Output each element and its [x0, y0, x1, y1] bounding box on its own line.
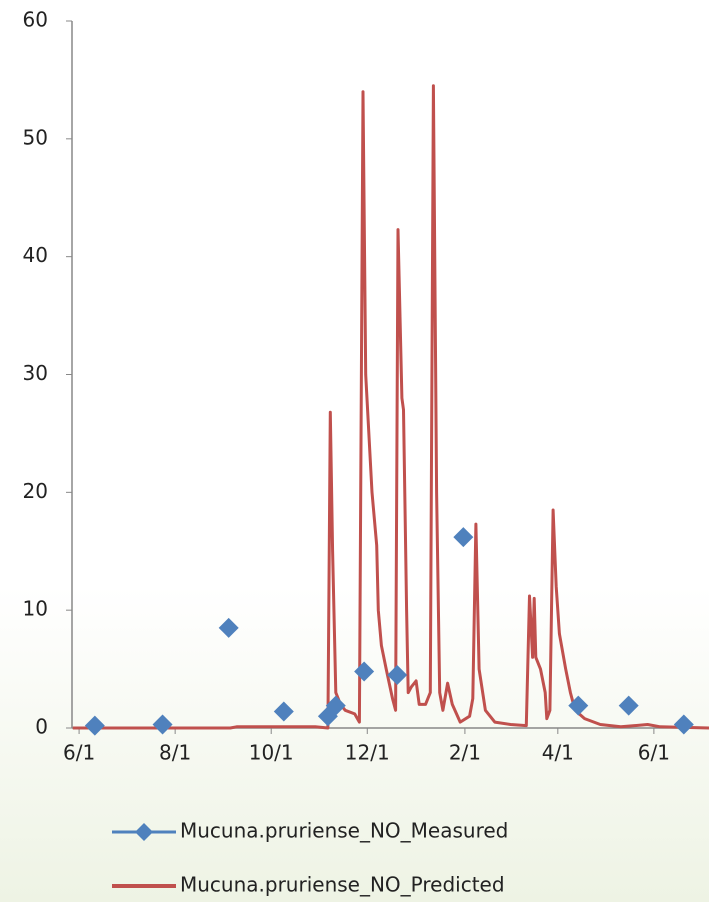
- y-tick-label: 10: [23, 597, 48, 621]
- background: [0, 0, 709, 902]
- chart: 0 10 20 30 40 50 60 6/1 8/1 10/1 12/1 2/1 4/1 6/1 Mucu…: [0, 0, 709, 902]
- legend-label: Mucuna.pruriense_NO_Predicted: [180, 873, 505, 897]
- y-tick-label: 40: [23, 243, 48, 267]
- y-tick-label: 60: [23, 8, 48, 32]
- y-tick-label: 0: [35, 715, 48, 739]
- x-tick-label: 10/1: [249, 741, 294, 765]
- y-tick-label: 50: [23, 125, 48, 149]
- x-tick-label: 2/1: [449, 741, 481, 765]
- x-tick-label: 6/1: [63, 741, 95, 765]
- page: {"chart_data": {"type": "line-scatter", …: [0, 0, 709, 902]
- x-tick-label: 8/1: [159, 741, 191, 765]
- legend-label: Mucuna.pruriense_NO_Measured: [180, 819, 508, 843]
- y-tick-label: 20: [23, 479, 48, 503]
- x-tick-label: 12/1: [345, 741, 390, 765]
- y-tick-label: 30: [23, 361, 48, 385]
- x-tick-label: 6/1: [638, 741, 670, 765]
- x-tick-label: 4/1: [542, 741, 574, 765]
